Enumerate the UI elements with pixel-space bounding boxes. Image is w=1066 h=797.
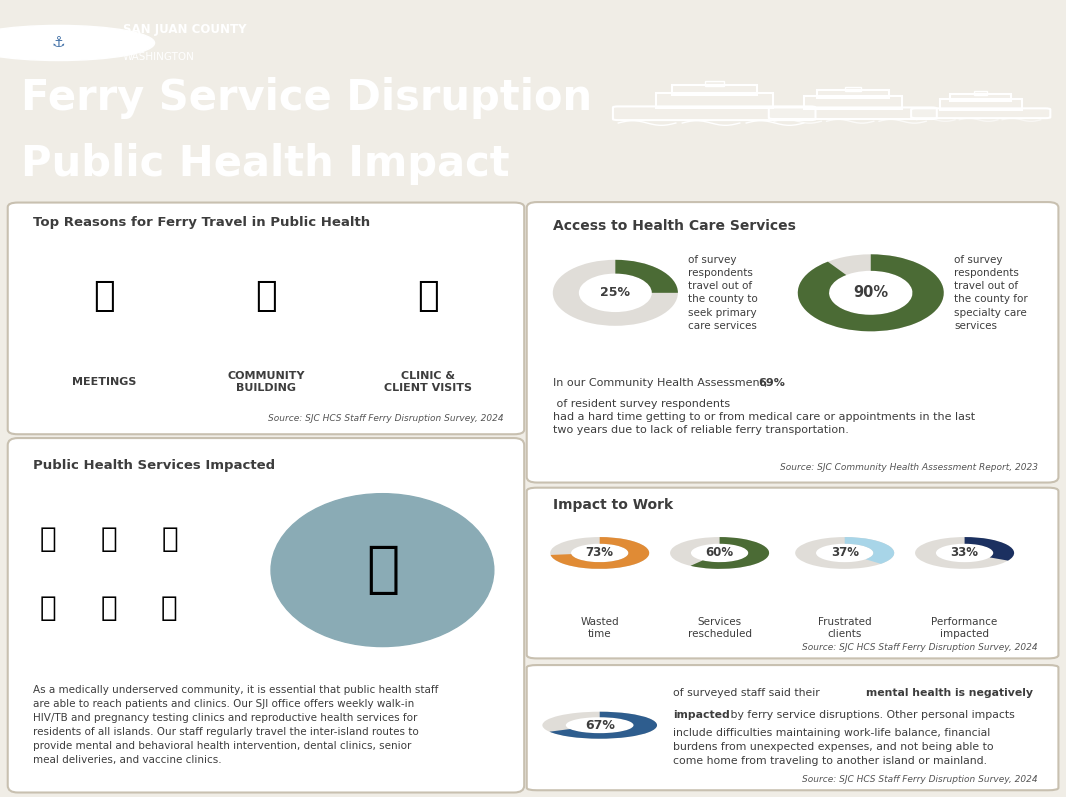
Text: Impact to Work: Impact to Work bbox=[553, 497, 673, 512]
FancyBboxPatch shape bbox=[705, 80, 724, 86]
Text: Top Reasons for Ferry Travel in Public Health: Top Reasons for Ferry Travel in Public H… bbox=[33, 216, 370, 230]
Text: Source: SJC HCS Staff Ferry Disruption Survey, 2024: Source: SJC HCS Staff Ferry Disruption S… bbox=[802, 642, 1037, 652]
Wedge shape bbox=[844, 537, 894, 563]
Wedge shape bbox=[549, 712, 657, 739]
Text: of survey
respondents
travel out of
the county to
seek primary
care services: of survey respondents travel out of the … bbox=[689, 255, 758, 331]
Text: SAN JUAN COUNTY: SAN JUAN COUNTY bbox=[123, 23, 246, 36]
Text: CLINIC &
CLIENT VISITS: CLINIC & CLIENT VISITS bbox=[384, 371, 472, 393]
Text: Public Health Services Impacted: Public Health Services Impacted bbox=[33, 459, 275, 472]
Text: Access to Health Care Services: Access to Health Care Services bbox=[553, 218, 795, 233]
Wedge shape bbox=[915, 537, 1014, 569]
Text: by ferry service disruptions. Other personal impacts: by ferry service disruptions. Other pers… bbox=[727, 710, 1015, 720]
Text: 🩸: 🩸 bbox=[39, 525, 56, 553]
FancyBboxPatch shape bbox=[911, 108, 1050, 118]
FancyBboxPatch shape bbox=[951, 94, 1011, 101]
Text: MEETINGS: MEETINGS bbox=[71, 377, 136, 387]
Text: Source: SJC HCS Staff Ferry Disruption Survey, 2024: Source: SJC HCS Staff Ferry Disruption S… bbox=[802, 775, 1037, 784]
Circle shape bbox=[271, 493, 494, 646]
Wedge shape bbox=[671, 537, 769, 569]
Text: 67%: 67% bbox=[585, 719, 615, 732]
FancyBboxPatch shape bbox=[817, 90, 889, 98]
Text: Source: SJC HCS Staff Ferry Disruption Survey, 2024: Source: SJC HCS Staff Ferry Disruption S… bbox=[269, 414, 504, 423]
Text: 🦷: 🦷 bbox=[100, 595, 117, 622]
Text: 33%: 33% bbox=[951, 547, 979, 559]
FancyBboxPatch shape bbox=[672, 85, 757, 95]
Text: WASHINGTON: WASHINGTON bbox=[123, 52, 194, 61]
FancyBboxPatch shape bbox=[656, 92, 773, 108]
FancyBboxPatch shape bbox=[844, 87, 861, 91]
Text: As a medically underserved community, it is essential that public health staff
a: As a medically underserved community, it… bbox=[33, 685, 438, 765]
Wedge shape bbox=[550, 537, 649, 569]
Text: 69%: 69% bbox=[759, 378, 786, 388]
Text: include difficulties maintaining work-life balance, financial
burdens from unexp: include difficulties maintaining work-li… bbox=[673, 728, 994, 766]
Text: Source: SJC Community Health Assessment Report, 2023: Source: SJC Community Health Assessment … bbox=[779, 462, 1037, 472]
Text: 🚢: 🚢 bbox=[366, 543, 399, 597]
FancyBboxPatch shape bbox=[527, 488, 1059, 658]
FancyBboxPatch shape bbox=[527, 202, 1059, 482]
Text: Public Health Impact: Public Health Impact bbox=[21, 143, 510, 185]
FancyBboxPatch shape bbox=[7, 202, 524, 434]
FancyBboxPatch shape bbox=[7, 438, 524, 792]
FancyBboxPatch shape bbox=[769, 108, 937, 119]
Text: Performance
impacted: Performance impacted bbox=[932, 618, 998, 639]
Text: 🤝: 🤝 bbox=[255, 279, 277, 312]
Text: impacted: impacted bbox=[673, 710, 729, 720]
Text: of surveyed staff said their: of surveyed staff said their bbox=[673, 689, 823, 698]
Text: of survey
respondents
travel out of
the county for
specialty care
services: of survey respondents travel out of the … bbox=[954, 255, 1028, 331]
Text: 37%: 37% bbox=[830, 547, 859, 559]
Wedge shape bbox=[965, 537, 1014, 560]
Text: 25%: 25% bbox=[600, 286, 630, 300]
Wedge shape bbox=[795, 537, 894, 569]
FancyBboxPatch shape bbox=[527, 665, 1059, 791]
Wedge shape bbox=[797, 254, 943, 332]
Text: Wasted
time: Wasted time bbox=[580, 618, 619, 639]
Text: 90%: 90% bbox=[853, 285, 888, 300]
FancyBboxPatch shape bbox=[613, 107, 815, 120]
FancyBboxPatch shape bbox=[804, 96, 902, 109]
Text: 🏥: 🏥 bbox=[417, 279, 439, 312]
Text: 💊: 💊 bbox=[39, 595, 56, 622]
Text: COMMUNITY
BUILDING: COMMUNITY BUILDING bbox=[227, 371, 305, 393]
Wedge shape bbox=[550, 537, 649, 569]
FancyBboxPatch shape bbox=[940, 99, 1021, 110]
Text: 60%: 60% bbox=[706, 547, 733, 559]
Text: In our Community Health Assessment,: In our Community Health Assessment, bbox=[553, 378, 771, 388]
Text: ⚓: ⚓ bbox=[52, 35, 65, 50]
Text: 73%: 73% bbox=[585, 547, 614, 559]
Text: of resident survey respondents
had a hard time getting to or from medical care o: of resident survey respondents had a har… bbox=[553, 398, 975, 435]
Text: 👥: 👥 bbox=[93, 279, 115, 312]
Text: Ferry Service Disruption: Ferry Service Disruption bbox=[21, 77, 593, 119]
Text: mental health is negatively: mental health is negatively bbox=[866, 689, 1033, 698]
Wedge shape bbox=[797, 254, 943, 332]
Text: 🍽️: 🍽️ bbox=[161, 595, 178, 622]
Wedge shape bbox=[691, 537, 769, 569]
Circle shape bbox=[0, 26, 155, 61]
Text: 🧠: 🧠 bbox=[100, 525, 117, 553]
Wedge shape bbox=[543, 712, 657, 739]
Text: Frustrated
clients: Frustrated clients bbox=[818, 618, 872, 639]
Wedge shape bbox=[615, 260, 678, 292]
Text: Services
rescheduled: Services rescheduled bbox=[688, 618, 752, 639]
Text: 🧍: 🧍 bbox=[161, 525, 178, 553]
FancyBboxPatch shape bbox=[974, 92, 987, 95]
Wedge shape bbox=[553, 260, 678, 326]
